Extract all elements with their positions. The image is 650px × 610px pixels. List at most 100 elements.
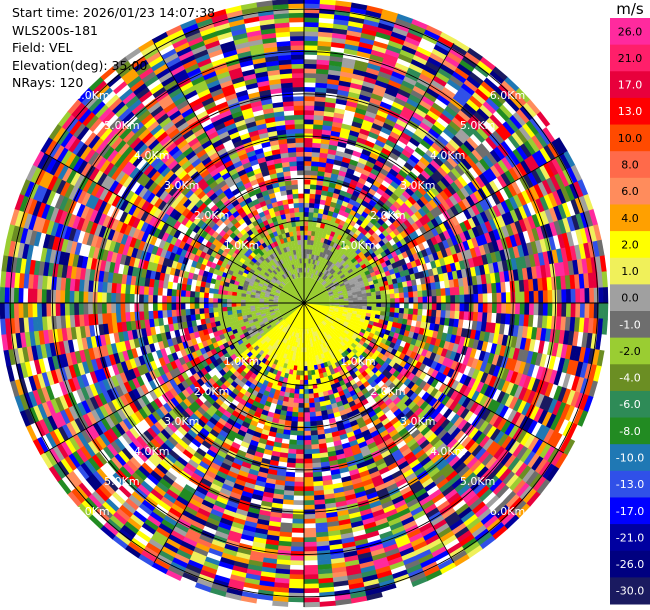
velocity-gate [126, 517, 142, 531]
velocity-gate [122, 462, 135, 476]
velocity-gate [551, 139, 564, 157]
velocity-gate [36, 436, 49, 453]
velocity-gate [115, 468, 129, 483]
velocity-gate [272, 446, 282, 453]
velocity-gate [113, 437, 126, 451]
velocity-gate [373, 118, 385, 128]
velocity-gate [319, 333, 325, 339]
velocity-gate [244, 452, 255, 461]
velocity-gate [569, 345, 578, 362]
velocity-gate [106, 443, 119, 457]
velocity-gate [526, 326, 533, 340]
velocity-gate [208, 512, 222, 523]
velocity-gate [361, 28, 378, 37]
velocity-gate [102, 390, 112, 404]
velocity-gate [361, 312, 367, 317]
velocity-gate [130, 412, 141, 425]
velocity-gate [303, 560, 318, 566]
velocity-gate [416, 198, 426, 209]
velocity-gate [94, 507, 110, 523]
velocity-gate [322, 281, 328, 286]
velocity-gate [315, 415, 323, 422]
velocity-gate [323, 223, 330, 230]
velocity-gate [377, 22, 395, 32]
velocity-gate [447, 424, 458, 436]
velocity-gate [361, 478, 374, 487]
velocity-gate [443, 159, 455, 172]
velocity-gate [399, 297, 405, 304]
velocity-gate [548, 384, 559, 400]
velocity-gate [389, 491, 403, 501]
velocity-gate [404, 409, 415, 420]
velocity-gate [436, 266, 444, 275]
velocity-gate [434, 362, 443, 372]
velocity-gate [385, 364, 393, 373]
velocity-gate [535, 265, 543, 279]
velocity-gate [364, 140, 376, 149]
velocity-gate [312, 273, 316, 279]
velocity-gate [406, 67, 422, 78]
velocity-gate [504, 137, 517, 152]
velocity-gate [449, 47, 466, 61]
velocity-gate [160, 496, 174, 508]
velocity-gate [469, 95, 484, 109]
velocity-gate [462, 319, 469, 330]
velocity-gate [538, 426, 551, 442]
velocity-gate [482, 491, 497, 506]
velocity-gate [363, 417, 373, 426]
velocity-gate [325, 265, 331, 271]
velocity-gate [404, 559, 421, 570]
velocity-gate [439, 131, 453, 143]
velocity-gate [311, 230, 316, 237]
velocity-gate [428, 145, 440, 157]
velocity-gate [102, 402, 113, 416]
velocity-gate [469, 71, 485, 86]
velocity-gate [303, 407, 310, 413]
velocity-gate [347, 307, 354, 311]
velocity-gate [399, 181, 409, 191]
velocity-gate [303, 426, 311, 432]
velocity-gate [539, 196, 550, 212]
velocity-gate [354, 490, 367, 499]
velocity-gate [339, 298, 345, 302]
velocity-gate [491, 525, 508, 540]
velocity-gate [370, 310, 377, 315]
velocity-gate [333, 328, 339, 334]
velocity-gate [454, 310, 460, 320]
velocity-gate [55, 411, 67, 427]
velocity-gate [501, 213, 511, 227]
velocity-gate [347, 163, 357, 171]
velocity-gate [374, 483, 387, 493]
velocity-gate [516, 348, 525, 362]
velocity-gate [313, 331, 317, 337]
velocity-gate [350, 444, 360, 452]
velocity-gate [489, 322, 497, 334]
velocity-gate [344, 559, 360, 568]
velocity-gate [483, 362, 493, 375]
velocity-gate [520, 402, 532, 417]
velocity-gate [99, 432, 111, 447]
velocity-gate [539, 147, 552, 164]
velocity-gate [318, 596, 336, 603]
velocity-gate [552, 356, 561, 372]
velocity-gate [479, 158, 491, 171]
velocity-gate [512, 148, 525, 164]
velocity-gate [466, 136, 479, 150]
velocity-gate [171, 481, 184, 493]
velocity-gate [412, 395, 422, 405]
velocity-gate [338, 296, 344, 300]
velocity-gate [381, 539, 397, 549]
velocity-gate [465, 517, 481, 531]
velocity-gate [234, 478, 246, 487]
velocity-gate [426, 211, 436, 221]
velocity-gate [362, 306, 368, 310]
velocity-gate [446, 492, 461, 505]
velocity-gate [321, 134, 331, 141]
velocity-gate [217, 417, 227, 427]
velocity-gate [219, 517, 233, 527]
velocity-gate [335, 255, 342, 262]
velocity-gate [315, 73, 329, 80]
velocity-gate [353, 452, 364, 461]
velocity-gate [408, 303, 414, 309]
velocity-gate [131, 490, 145, 504]
